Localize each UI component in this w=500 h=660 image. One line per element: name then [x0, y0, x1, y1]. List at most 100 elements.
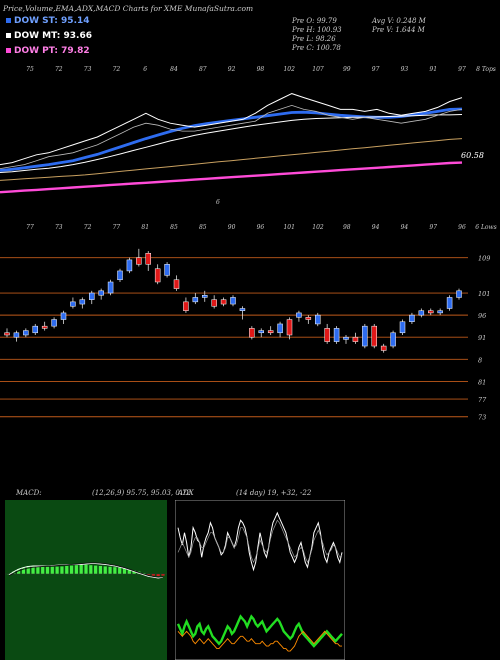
- candle-body: [399, 321, 406, 334]
- adx-chart: [175, 500, 345, 660]
- legend-mt-swatch: [6, 33, 11, 38]
- legend-st: DOW ST: 95.14: [6, 16, 90, 26]
- macd-histogram-bar: [118, 567, 122, 574]
- candle-body: [343, 336, 349, 340]
- candle-body: [296, 312, 302, 318]
- ema-bottom-label: 101: [283, 224, 294, 231]
- candle-body: [173, 279, 180, 289]
- macd-chart: [5, 500, 167, 660]
- ema-bottom-label: 72: [84, 224, 92, 231]
- candle-body: [79, 299, 86, 305]
- ema-bottom-label: 81: [141, 224, 149, 231]
- macd-histogram-bar: [127, 569, 131, 574]
- macd-histogram-bar: [151, 574, 155, 576]
- candle-body: [418, 310, 425, 316]
- price-axis-label: 81: [478, 378, 486, 386]
- macd-histogram-bar: [79, 564, 83, 574]
- ema-bottom-label: 85: [170, 224, 178, 231]
- candle-body: [286, 319, 293, 336]
- candle-body: [183, 301, 189, 311]
- ema-top-label: 99: [343, 66, 351, 73]
- macd-histogram-bar: [89, 565, 93, 574]
- adx-background: [175, 500, 345, 660]
- macd-histogram-bar: [94, 565, 98, 574]
- ema-bottom-label: 94: [401, 224, 409, 231]
- legend-pt-swatch: [6, 48, 11, 53]
- quote-line-2-a: Pre H: 100.93: [292, 26, 342, 34]
- ema-chart: 75 72 73 72 6 84 87 92 98 102 107 99 97 93 91 97 8 Tops 7…: [0, 66, 497, 231]
- candle-body: [51, 319, 57, 327]
- ema-value-label: 60.58: [461, 151, 484, 160]
- quote-line-1-a: Pre O: 99.79: [292, 17, 337, 25]
- ema-line-3: [0, 161, 463, 194]
- price-axis-label: 101: [478, 290, 490, 298]
- macd-histogram-bar: [98, 566, 103, 574]
- candle-body: [380, 345, 387, 351]
- ema-top-label: 6: [143, 66, 147, 73]
- macd-histogram-bar: [21, 567, 26, 574]
- candle-body: [192, 297, 199, 303]
- candle-body: [230, 297, 236, 305]
- macd-label: MACD:: [16, 489, 42, 497]
- candle-body: [60, 312, 67, 320]
- ema-top-label: 97: [458, 66, 466, 73]
- candle-body: [154, 268, 161, 283]
- ema-bottom-label: 97: [429, 224, 437, 231]
- quote-line-1-b: Avg V: 0.248 M: [372, 17, 426, 25]
- legend-st-swatch: [6, 18, 11, 23]
- ema-top-label: 98: [257, 66, 265, 73]
- ema-bottom-label: 73: [55, 224, 63, 231]
- candle-body: [428, 310, 434, 314]
- legend-mt-text: DOW MT: 93.66: [14, 31, 92, 41]
- macd-histogram-bar: [108, 566, 112, 574]
- candle-body: [239, 308, 246, 311]
- ema-bottom-label: 77: [26, 224, 34, 231]
- ema-top-label: 72: [55, 66, 63, 73]
- ema-top-label: 97: [372, 66, 380, 73]
- ema-line-0: [0, 107, 463, 172]
- price-axis-label: 8: [478, 356, 482, 364]
- ema-top-label: 87: [199, 66, 207, 73]
- price-axis-label: 73: [478, 414, 486, 422]
- candle-body: [220, 299, 227, 305]
- macd-histogram-bar: [36, 566, 40, 574]
- candle-body: [267, 330, 274, 334]
- ema-bottom-label: 102: [312, 224, 324, 231]
- candle-body: [202, 294, 208, 298]
- candle-body: [145, 253, 151, 265]
- candle-body: [126, 259, 133, 272]
- candle-body: [371, 325, 377, 347]
- macd-background: [5, 500, 167, 660]
- candle-body: [305, 317, 312, 320]
- ema-bottom-label: 96: [257, 224, 265, 231]
- ema-bottom-label: 94: [372, 224, 380, 231]
- candle-body: [258, 330, 264, 334]
- ema-bottom-label: 6 Lows: [475, 224, 497, 231]
- legend-pt: DOW PT: 79.82: [6, 46, 90, 56]
- macd-histogram-bar: [103, 566, 107, 574]
- candle-body: [98, 290, 104, 296]
- adx-params: (14 day) 19, +32, -22: [236, 489, 312, 497]
- macd-histogram-bar: [50, 566, 54, 574]
- legend-mt: DOW MT: 93.66: [6, 31, 92, 41]
- ema-bottom-label: 77: [113, 224, 121, 231]
- ema-top-label: 93: [401, 66, 409, 73]
- candle-body: [315, 314, 321, 325]
- candle-body: [70, 301, 76, 307]
- macd-histogram-bar: [55, 566, 59, 574]
- candle-body: [249, 328, 255, 338]
- candle-body: [89, 292, 95, 300]
- candle-body: [333, 328, 340, 342]
- candle-body: [352, 336, 359, 342]
- macd-histogram-bar: [132, 570, 136, 574]
- macd-histogram-bar: [122, 568, 127, 574]
- legend-pt-text: DOW PT: 79.82: [14, 46, 90, 56]
- price-axis-label: 77: [478, 396, 487, 404]
- adx-line-white: [177, 511, 343, 572]
- candle-body: [390, 332, 396, 347]
- adx-line-green: [176, 614, 343, 648]
- ema-annotation: 6: [216, 199, 220, 206]
- candle-body: [13, 332, 20, 338]
- ema-bottom-label: 96: [458, 224, 466, 231]
